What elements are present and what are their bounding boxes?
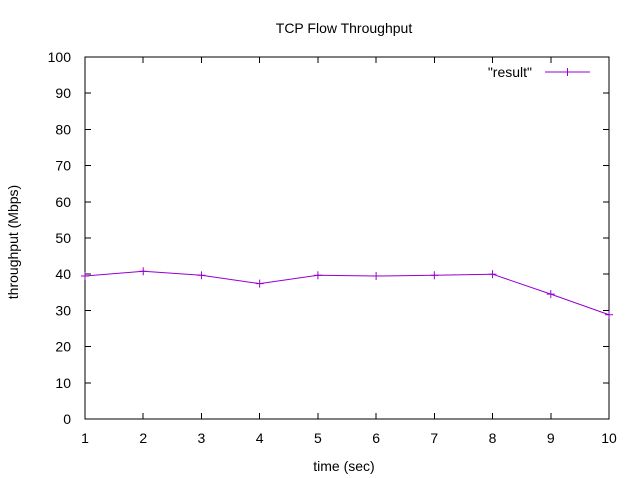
plot-border bbox=[84, 56, 610, 420]
data-point bbox=[139, 267, 148, 276]
x-tick-label: 8 bbox=[489, 430, 497, 446]
legend: "result" bbox=[488, 64, 590, 80]
x-tick-label: 3 bbox=[198, 430, 206, 446]
x-tick-label: 4 bbox=[256, 430, 264, 446]
y-axis-label: throughput (Mbps) bbox=[5, 185, 21, 299]
y-tick-label: 50 bbox=[55, 230, 71, 246]
series-layer bbox=[81, 267, 613, 319]
y-tick-label: 20 bbox=[55, 339, 71, 355]
x-axis-label: time (sec) bbox=[313, 458, 374, 474]
data-point bbox=[197, 271, 206, 280]
y-tick-label: 30 bbox=[55, 302, 71, 318]
x-axis: 1 2 3 4 5 6 7 8 9 10 bbox=[81, 57, 617, 446]
legend-line-sample bbox=[545, 68, 590, 76]
x-tick-label: 9 bbox=[547, 430, 555, 446]
y-tick-label: 70 bbox=[55, 158, 71, 174]
y-tick-label: 60 bbox=[55, 194, 71, 210]
plot-frame bbox=[84, 56, 610, 420]
x-tick-label: 2 bbox=[139, 430, 147, 446]
series-line-result bbox=[84, 270, 610, 316]
data-point bbox=[81, 272, 89, 281]
x-tick-label: 6 bbox=[372, 430, 380, 446]
data-point bbox=[313, 271, 322, 280]
x-tick-label: 7 bbox=[430, 430, 438, 446]
data-point bbox=[255, 279, 264, 288]
y-tick-label: 100 bbox=[48, 49, 72, 65]
data-point bbox=[372, 272, 381, 281]
data-point bbox=[488, 270, 497, 279]
y-tick-label: 10 bbox=[55, 375, 71, 391]
y-tick-label: 90 bbox=[55, 85, 71, 101]
y-axis: 0 10 20 30 40 50 60 70 80 90 100 bbox=[48, 49, 609, 427]
y-tick-label: 0 bbox=[63, 411, 71, 427]
x-tick-label: 1 bbox=[81, 430, 89, 446]
data-point bbox=[605, 310, 613, 319]
x-tick-label: 10 bbox=[601, 430, 617, 446]
y-tick-label: 40 bbox=[55, 266, 71, 282]
chart-title: TCP Flow Throughput bbox=[276, 20, 413, 36]
data-point bbox=[546, 290, 555, 299]
y-tick-label: 80 bbox=[55, 121, 71, 137]
legend-label-result: "result" bbox=[488, 64, 532, 80]
data-point bbox=[430, 271, 439, 280]
x-tick-label: 5 bbox=[314, 430, 322, 446]
